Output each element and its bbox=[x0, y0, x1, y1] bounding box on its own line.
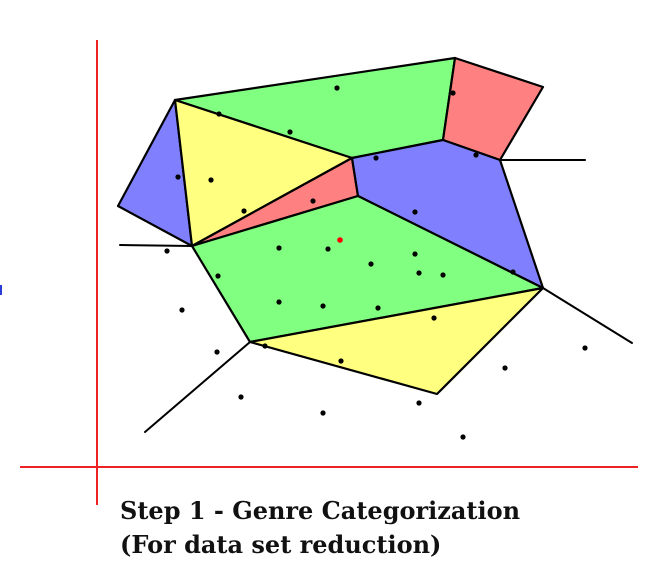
data-point bbox=[416, 400, 422, 406]
voronoi-edge bbox=[119, 244, 193, 247]
data-point bbox=[431, 315, 437, 321]
data-point bbox=[412, 209, 418, 215]
data-point bbox=[215, 273, 221, 279]
data-point bbox=[287, 129, 293, 135]
data-point bbox=[373, 155, 379, 161]
data-point bbox=[208, 177, 214, 183]
data-point bbox=[416, 270, 422, 276]
data-point bbox=[368, 261, 374, 267]
data-point bbox=[276, 299, 282, 305]
data-point bbox=[320, 410, 326, 416]
data-point bbox=[325, 246, 331, 252]
data-point bbox=[502, 365, 508, 371]
data-point bbox=[214, 349, 220, 355]
data-point bbox=[450, 90, 456, 96]
data-point bbox=[412, 251, 418, 257]
data-point bbox=[375, 305, 381, 311]
data-point bbox=[440, 272, 446, 278]
data-point bbox=[320, 303, 326, 309]
data-point bbox=[276, 245, 282, 251]
data-point bbox=[241, 208, 247, 214]
data-point bbox=[582, 345, 588, 351]
caption-line-2: (For data set reduction) bbox=[120, 530, 442, 559]
data-point bbox=[338, 358, 344, 364]
data-point bbox=[238, 394, 244, 400]
data-point bbox=[164, 248, 170, 254]
data-point bbox=[460, 434, 466, 440]
diagram-caption: Step 1 - Genre Categorization (For data … bbox=[120, 494, 520, 562]
data-point bbox=[310, 198, 316, 204]
data-point bbox=[473, 152, 479, 158]
query-point bbox=[337, 237, 343, 243]
data-point bbox=[216, 111, 222, 117]
caption-line-1: Step 1 - Genre Categorization bbox=[120, 496, 521, 525]
left-edge-mark bbox=[0, 285, 2, 295]
voronoi-edge bbox=[542, 287, 633, 344]
cell-lower-yellow bbox=[248, 286, 545, 396]
data-point bbox=[334, 85, 340, 91]
cell-right-blue bbox=[350, 138, 545, 290]
data-point bbox=[175, 174, 181, 180]
data-point bbox=[262, 343, 268, 349]
voronoi-edge bbox=[144, 341, 251, 433]
data-point bbox=[510, 269, 516, 275]
data-point bbox=[179, 307, 185, 313]
